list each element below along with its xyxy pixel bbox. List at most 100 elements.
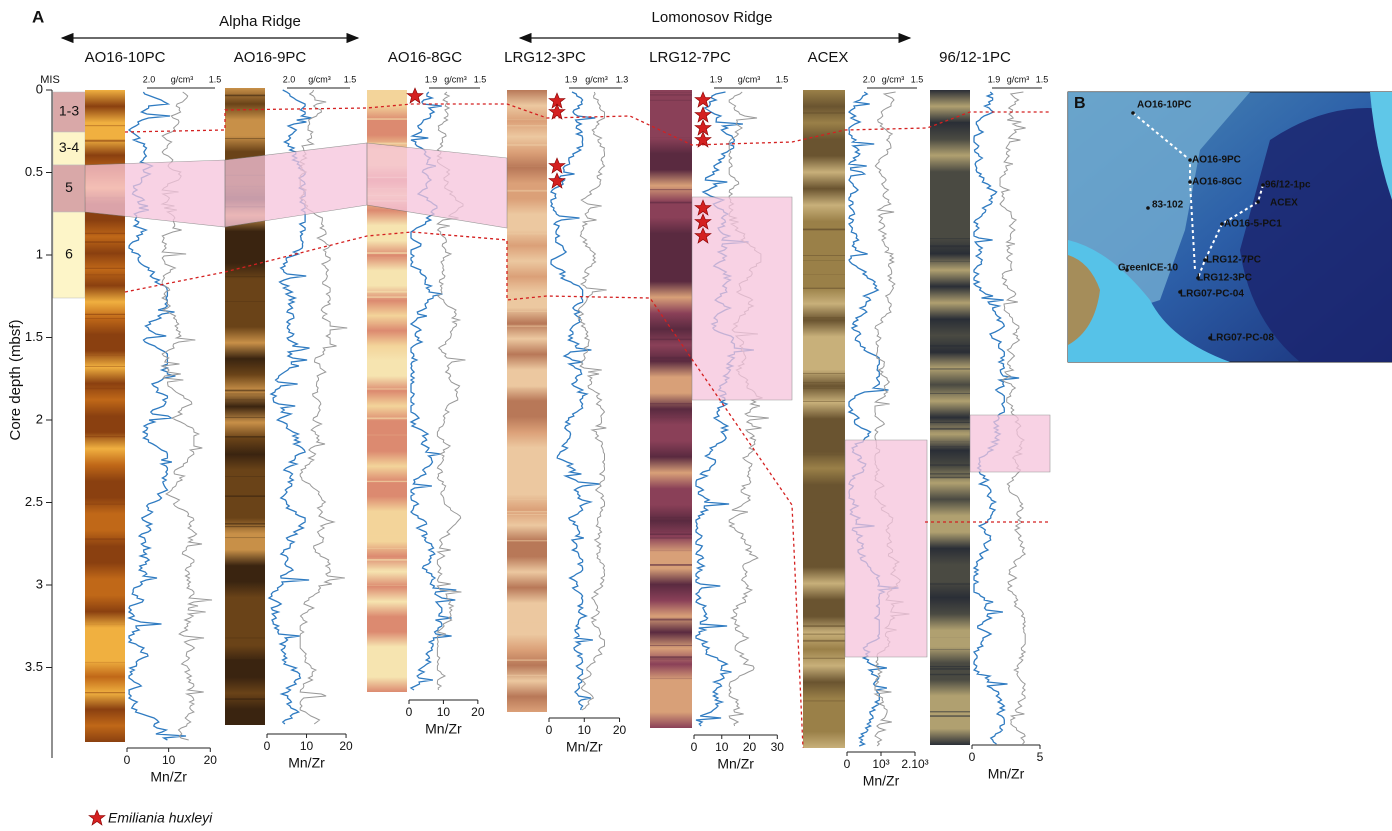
density-tick: 2.0 (863, 74, 876, 84)
y-tick-label: 2 (36, 411, 43, 426)
map-site-label: 96/12-1pc (1265, 180, 1311, 191)
legend-star (89, 810, 105, 825)
mnzr-tick-label: 0 (124, 753, 131, 767)
y-tick-label: 0.5 (25, 164, 43, 179)
mnzr-tick-label: 10 (715, 740, 729, 754)
mnzr-label: Mn/Zr (863, 773, 900, 789)
core-name: LRG12-3PC (504, 49, 586, 66)
mnzr-label: Mn/Zr (425, 721, 462, 737)
map-site-label: 83-102 (1152, 200, 1184, 211)
mis-stage: 1-3 (59, 103, 79, 119)
density-tick: 1.9 (710, 74, 723, 84)
y-tick-label: 3.5 (25, 659, 43, 674)
mis-stage: 6 (65, 246, 73, 262)
map-site-label: AO16-10PC (1137, 100, 1191, 111)
mnzr-tick-label: 10 (300, 739, 314, 753)
mis-stage: 3-4 (59, 139, 79, 155)
map-panel: B AO16-10PC AO16-9PC AO16-8GC 96/12-1pc ACEX… (1068, 92, 1392, 362)
correlation-band (845, 440, 927, 657)
density-tick: 1.5 (911, 74, 924, 84)
core-image (930, 90, 970, 745)
core-name: ACEX (808, 49, 849, 66)
density-tick: 2.0 (283, 74, 296, 84)
legend-label: Emiliania huxleyi (108, 810, 213, 826)
mnzr-tick-label: 10 (437, 705, 451, 719)
mnzr-tick-label: 10 (162, 753, 176, 767)
core-name: AO16-10PC (85, 49, 166, 66)
mnzr-tick-label: 0 (969, 750, 976, 764)
mnzr-tick-label: 0 (691, 740, 698, 754)
map-site-label: AO16-8GC (1192, 177, 1242, 188)
density-unit: g/cm³ (308, 74, 331, 84)
density-unit: g/cm³ (585, 74, 608, 84)
mnzr-tick-label: 2.10³ (901, 757, 928, 771)
mis-stage: 5 (65, 179, 73, 195)
map-site (1131, 111, 1135, 115)
panel-label: B (1074, 95, 1086, 112)
density-tick: 1.5 (209, 74, 222, 84)
map-site-label: LRG12-7PC (1206, 255, 1261, 266)
mnzr-label: Mn/Zr (566, 739, 603, 755)
mnzr-tick-label: 20 (204, 753, 218, 767)
density-unit: g/cm³ (738, 74, 761, 84)
map-site-label: LRG07-PC-04 (1180, 289, 1244, 300)
core-image (650, 90, 692, 728)
mnzr-tick-label: 0 (546, 723, 553, 737)
y-tick-label: 1.5 (25, 329, 43, 344)
y-tick-label: 2.5 (25, 494, 43, 509)
mnzr-tick-label: 20 (339, 739, 353, 753)
page: {"panel_a": {"label": "A", "regions": ["… (0, 0, 1392, 831)
y-axis-title: Core depth (mbsf) (7, 320, 24, 441)
core-name: LRG12-7PC (649, 49, 731, 66)
density-unit: g/cm³ (171, 74, 194, 84)
density-tick: 1.3 (616, 74, 629, 84)
density-unit: g/cm³ (1007, 74, 1030, 84)
density-tick: 1.5 (474, 74, 487, 84)
density-tick: 1.5 (1036, 74, 1049, 84)
map-site-label: AO16-5-PC1 (1224, 219, 1282, 230)
mnzr-tick-label: 5 (1037, 750, 1044, 764)
map-site (1256, 200, 1260, 204)
mnzr-tick-label: 0 (406, 705, 413, 719)
curve (729, 92, 769, 726)
panel-label: A (32, 7, 44, 26)
mnzr-tick-label: 30 (771, 740, 785, 754)
mnzr-tick-label: 0 (844, 757, 851, 771)
y-tick-label: 0 (36, 81, 43, 96)
density-tick: 1.9 (565, 74, 578, 84)
mnzr-tick-label: 10³ (872, 757, 889, 771)
y-tick-label: 1 (36, 246, 43, 261)
mnzr-tick-label: 20 (471, 705, 485, 719)
mnzr-label: Mn/Zr (717, 756, 754, 772)
mnzr-tick-label: 20 (743, 740, 757, 754)
emiliania-star (695, 92, 711, 107)
map-site-label: AO16-9PC (1192, 155, 1241, 166)
region-label: Lomonosov Ridge (652, 9, 773, 26)
mnzr-label: Mn/Zr (150, 769, 187, 785)
y-tick-label: 3 (36, 576, 43, 591)
map-site-label: ACEX (1270, 198, 1298, 209)
mnzr-label: Mn/Zr (288, 755, 325, 771)
core-name: 96/12-1PC (939, 49, 1011, 66)
density-unit: g/cm³ (882, 74, 905, 84)
mnzr-tick-label: 20 (613, 723, 627, 737)
figure: A Alpha Ridge Lomonosov Ridge MIS Core d… (0, 0, 1392, 831)
density-tick: 1.9 (988, 74, 1001, 84)
core-image (507, 90, 547, 712)
correlation-band (970, 415, 1050, 472)
mis-title: MIS (40, 74, 60, 86)
density-tick: 2.0 (143, 74, 156, 84)
density-tick: 1.9 (425, 74, 438, 84)
map-site-label: LRG12-3PC (1197, 273, 1252, 284)
emiliania-star (549, 158, 565, 173)
map-site-label: LRG07-PC-08 (1210, 333, 1274, 344)
density-tick: 1.5 (344, 74, 357, 84)
map-site (1146, 206, 1150, 210)
mnzr-label: Mn/Zr (988, 766, 1025, 782)
density-tick: 1.5 (776, 74, 789, 84)
mnzr-tick-label: 10 (578, 723, 592, 737)
density-unit: g/cm³ (444, 74, 467, 84)
core-name: AO16-8GC (388, 49, 462, 66)
map-site-label: GreenICE-10 (1118, 263, 1178, 274)
region-label: Alpha Ridge (219, 13, 301, 30)
